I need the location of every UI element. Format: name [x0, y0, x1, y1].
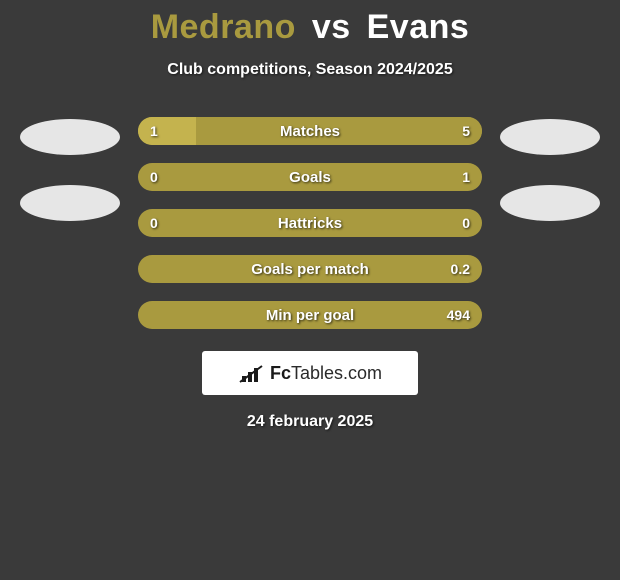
brand-text-rest: Tables.com: [291, 363, 382, 383]
player1-badge-2: [20, 185, 120, 221]
stat-value-right: 1: [462, 163, 470, 191]
stat-label: Matches: [138, 117, 482, 145]
player1-badge-1: [20, 119, 120, 155]
right-oval-column: [500, 117, 600, 221]
player1-name: Medrano: [151, 8, 296, 46]
player2-name: Evans: [367, 8, 470, 46]
stat-value-left: 0: [150, 163, 158, 191]
stat-label: Goals per match: [138, 255, 482, 283]
comparison-card: Medrano vs Evans Club competitions, Seas…: [0, 0, 620, 431]
stat-bar: Goals0 1: [138, 163, 482, 191]
stat-value-right: 0.2: [451, 255, 470, 283]
stat-bar: Hattricks0 0: [138, 209, 482, 237]
date-label: 24 february 2025: [0, 413, 620, 431]
stat-label: Goals: [138, 163, 482, 191]
stat-value-right: 494: [447, 301, 470, 329]
bar-chart-icon: [238, 362, 264, 384]
stat-value-left: 1: [150, 117, 158, 145]
stat-bar: Min per goal494: [138, 301, 482, 329]
brand-text: FcTables.com: [270, 363, 382, 384]
stat-value-right: 0: [462, 209, 470, 237]
content-row: Matches15Goals01Hattricks00Goals per mat…: [0, 117, 620, 329]
stat-bars: Matches15Goals01Hattricks00Goals per mat…: [138, 117, 482, 329]
stat-bar: Goals per match0.2: [138, 255, 482, 283]
subtitle: Club competitions, Season 2024/2025: [0, 61, 620, 79]
stat-label: Hattricks: [138, 209, 482, 237]
brand-text-fc: Fc: [270, 363, 291, 383]
vs-label: vs: [312, 8, 351, 46]
stat-bar: Matches1 5: [138, 117, 482, 145]
stat-value-right: 5: [462, 117, 470, 145]
player2-badge-2: [500, 185, 600, 221]
title: Medrano vs Evans: [0, 8, 620, 47]
left-oval-column: [20, 117, 120, 221]
brand-badge: FcTables.com: [202, 351, 418, 395]
player2-badge-1: [500, 119, 600, 155]
stat-label: Min per goal: [138, 301, 482, 329]
stat-value-left: 0: [150, 209, 158, 237]
